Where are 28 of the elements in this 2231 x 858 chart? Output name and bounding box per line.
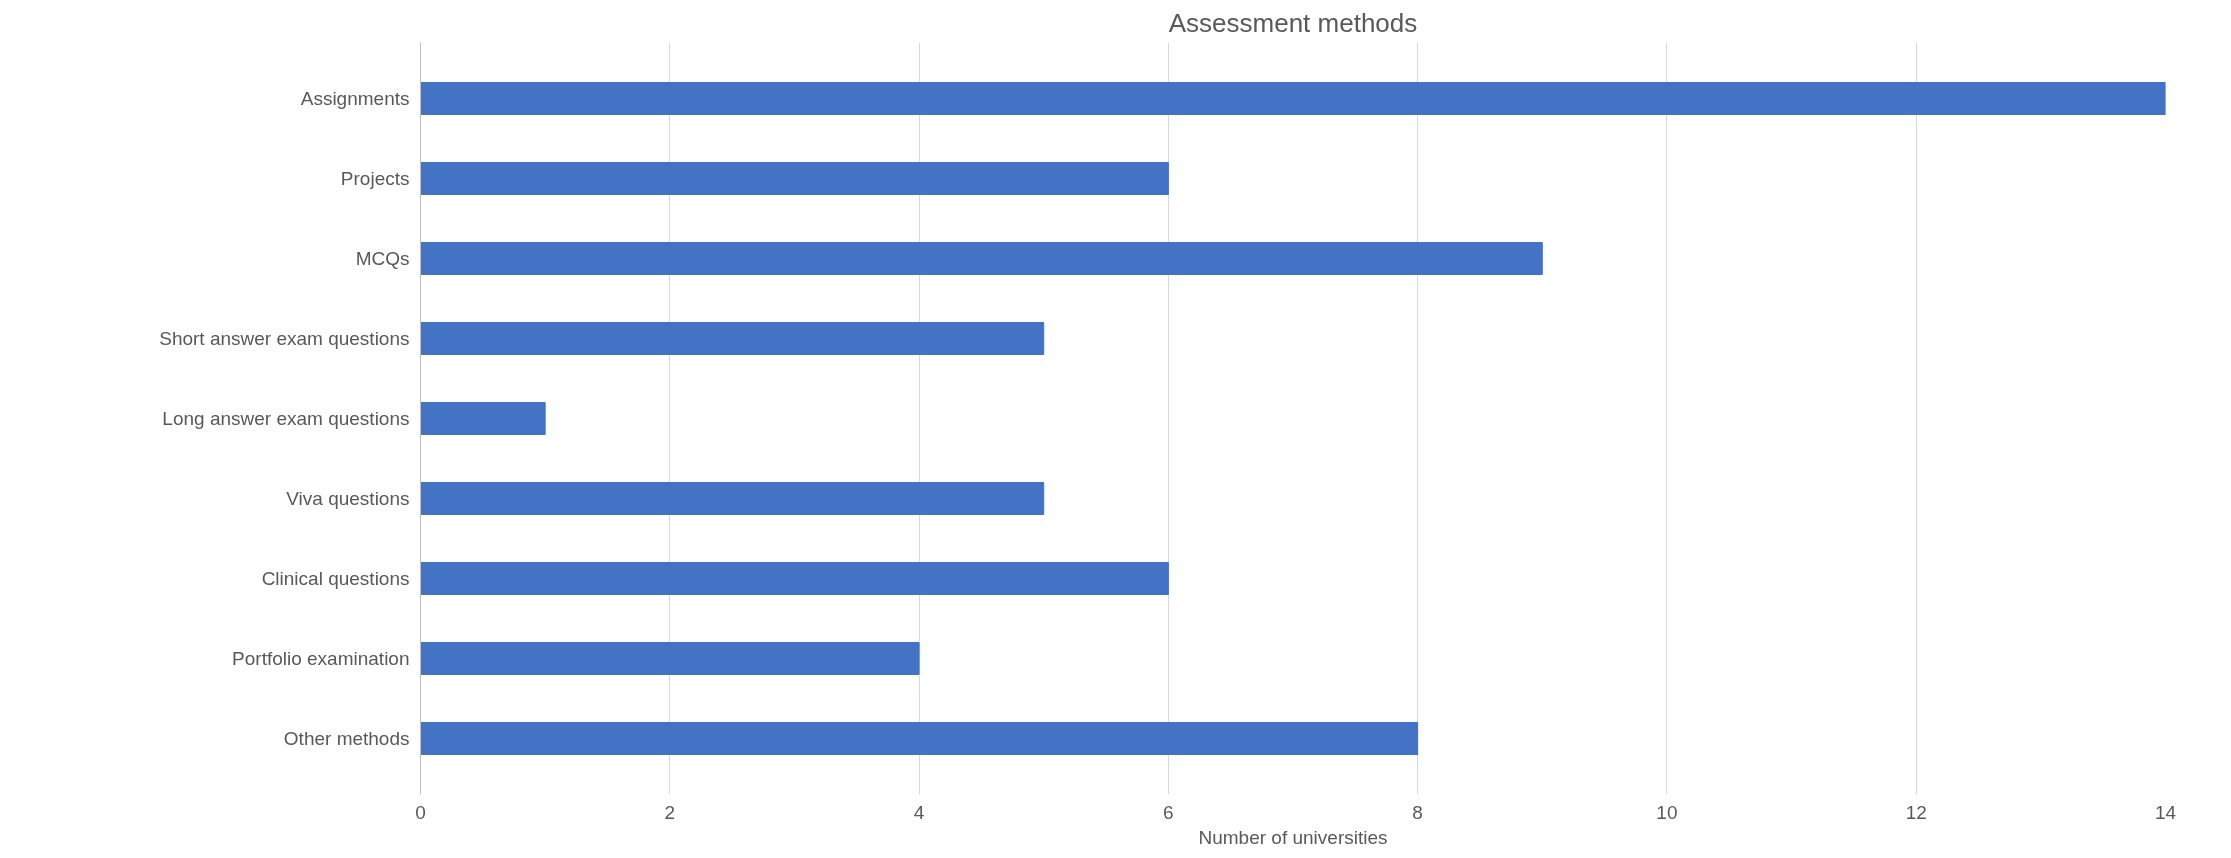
y-tick-label: Short answer exam questions <box>159 328 410 349</box>
bar <box>420 642 920 675</box>
y-tick-label: Viva questions <box>286 488 410 509</box>
x-axis-title: Number of universities <box>1198 826 1388 848</box>
x-tick-label: 0 <box>415 801 426 823</box>
bar <box>420 722 1419 755</box>
x-tick-label: 12 <box>1905 801 1927 823</box>
bar <box>420 162 1169 195</box>
x-tick-label: 8 <box>1412 801 1423 823</box>
bar <box>420 482 1045 515</box>
chart-title: Assessment methods <box>1168 7 1418 38</box>
y-tick-label: Clinical questions <box>261 568 410 589</box>
bar <box>420 402 546 435</box>
x-tick-label: 10 <box>1656 801 1678 823</box>
x-tick-label: 2 <box>664 801 676 823</box>
bar <box>420 242 1543 275</box>
bar <box>420 562 1169 595</box>
bar <box>420 322 1045 355</box>
bar <box>420 82 2166 115</box>
y-tick-label: Assignments <box>300 88 410 109</box>
y-tick-label: MCQs <box>355 248 410 269</box>
y-tick-label: Projects <box>340 168 410 189</box>
x-tick-label: 14 <box>2154 801 2177 823</box>
y-tick-label: Other methods <box>283 728 410 749</box>
y-tick-label: Long answer exam questions <box>162 408 410 429</box>
x-tick-label: 6 <box>1163 801 1174 823</box>
x-tick-label: 4 <box>913 801 925 823</box>
y-tick-label: Portfolio examination <box>232 648 410 669</box>
